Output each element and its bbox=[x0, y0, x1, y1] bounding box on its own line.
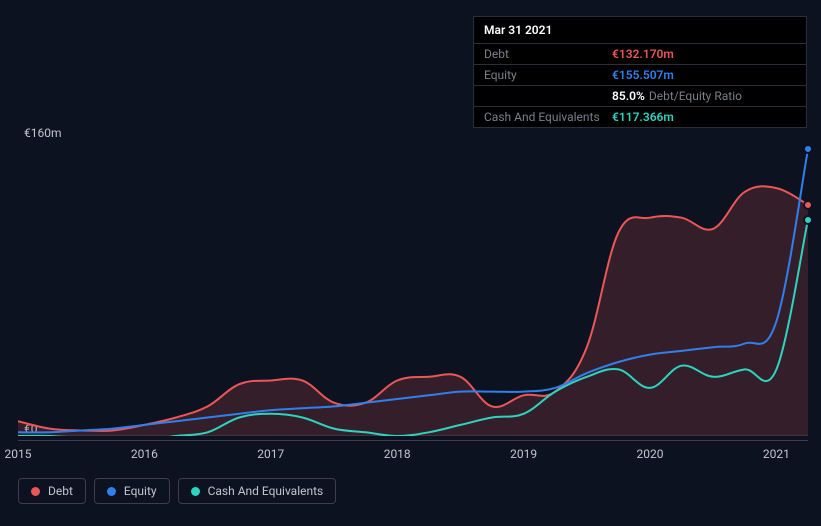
tooltip-row-value: €155.507m bbox=[612, 68, 674, 82]
legend-dot-icon bbox=[31, 487, 40, 496]
chart-area bbox=[18, 140, 808, 436]
legend-dot-icon bbox=[107, 487, 116, 496]
x-axis-label: 2019 bbox=[510, 447, 537, 461]
legend-label: Equity bbox=[124, 484, 157, 498]
tooltip-row-label: Debt bbox=[484, 47, 612, 61]
legend-item[interactable]: Equity bbox=[94, 478, 170, 504]
tooltip-row-value: €117.366m bbox=[612, 110, 674, 124]
tooltip-row: Equity€155.507m bbox=[474, 65, 806, 86]
x-axis-label: 2021 bbox=[763, 447, 790, 461]
y-axis-label: €160m bbox=[24, 126, 62, 140]
tooltip-row-value: €132.170m bbox=[612, 47, 674, 61]
series-end-marker bbox=[803, 144, 813, 154]
x-axis-label: 2016 bbox=[131, 447, 158, 461]
tooltip-row-value: 85.0%Debt/Equity Ratio bbox=[612, 89, 742, 103]
tooltip-row-label: Equity bbox=[484, 68, 612, 82]
tooltip-row: 85.0%Debt/Equity Ratio bbox=[474, 86, 806, 107]
tooltip-row: Cash And Equivalents€117.366m bbox=[474, 107, 806, 127]
legend-label: Debt bbox=[48, 484, 73, 498]
tooltip-row: Debt€132.170m bbox=[474, 44, 806, 65]
legend-item[interactable]: Debt bbox=[18, 478, 86, 504]
x-axis: 2015201620172018201920202021 bbox=[18, 440, 808, 460]
x-axis-label: 2017 bbox=[257, 447, 284, 461]
x-axis-label: 2015 bbox=[5, 447, 32, 461]
tooltip-panel: Mar 31 2021 Debt€132.170mEquity€155.507m… bbox=[473, 16, 807, 128]
tooltip-row-label bbox=[484, 89, 612, 103]
x-axis-label: 2018 bbox=[384, 447, 411, 461]
legend-item[interactable]: Cash And Equivalents bbox=[178, 478, 337, 504]
legend-dot-icon bbox=[191, 487, 200, 496]
legend: Debt Equity Cash And Equivalents bbox=[18, 478, 336, 504]
tooltip-date: Mar 31 2021 bbox=[474, 17, 806, 44]
x-axis-label: 2020 bbox=[637, 447, 664, 461]
tooltip-row-label: Cash And Equivalents bbox=[484, 110, 612, 124]
legend-label: Cash And Equivalents bbox=[208, 484, 324, 498]
tooltip-row-suffix: Debt/Equity Ratio bbox=[649, 89, 742, 103]
series-end-marker bbox=[803, 215, 813, 225]
series-area bbox=[18, 186, 808, 436]
series-end-marker bbox=[803, 200, 813, 210]
